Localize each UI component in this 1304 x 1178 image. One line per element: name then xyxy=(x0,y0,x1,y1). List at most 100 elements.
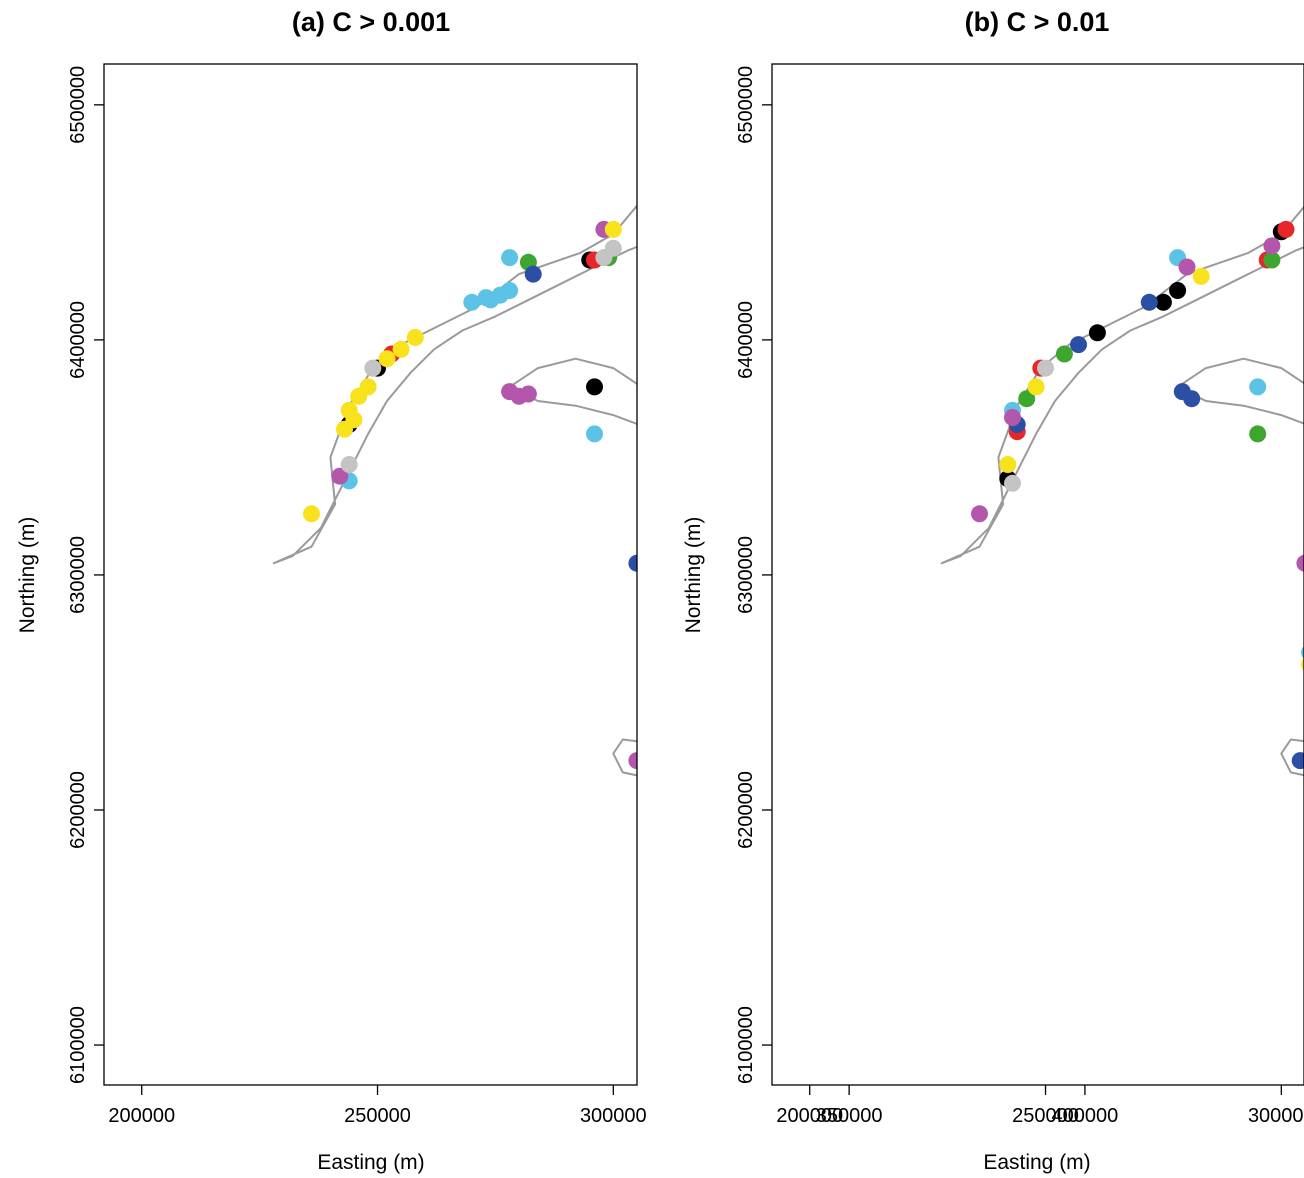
data-point-black xyxy=(1169,282,1187,299)
coastline-segment xyxy=(272,204,637,565)
data-point-yellow xyxy=(1027,378,1045,396)
data-point-yellow xyxy=(1301,657,1304,671)
data-point-black xyxy=(878,759,895,776)
data-point-yellow xyxy=(378,350,396,368)
data-point-magenta xyxy=(727,639,744,656)
panel-b-points xyxy=(971,220,1304,770)
data-point-blue xyxy=(1070,336,1087,354)
data-point-cyan xyxy=(586,425,603,443)
data-point-yellow xyxy=(1192,267,1210,285)
data-point-green xyxy=(803,451,820,468)
coastline-segment xyxy=(896,777,1170,852)
data-point-black xyxy=(864,644,881,661)
x-tick-label: 400000 xyxy=(1052,1105,1119,1127)
data-point-magenta xyxy=(1004,409,1021,426)
data-point-red xyxy=(921,907,938,924)
coastline-segment xyxy=(849,95,1170,234)
coastline-segment xyxy=(821,281,1170,420)
y-tick-label: 6100000 xyxy=(67,1006,89,1084)
data-point-black xyxy=(836,790,853,807)
panel-a-axes: 200000 250000 300000 350000 400000 6100000 620… xyxy=(67,66,1118,1127)
data-point-cyan xyxy=(501,249,519,267)
data-point-yellow xyxy=(359,378,377,396)
data-point-green xyxy=(765,599,782,616)
data-point-blue xyxy=(1140,293,1158,311)
data-point-yellow xyxy=(340,401,358,419)
x-tick-label: 300000 xyxy=(1248,1105,1304,1127)
data-point-black xyxy=(855,820,872,837)
panel-b-coastline xyxy=(940,205,1304,777)
data-point-black xyxy=(841,830,858,847)
data-point-magenta xyxy=(1178,258,1196,276)
data-point-blue xyxy=(963,153,980,170)
data-point-magenta xyxy=(746,649,763,666)
y-tick-label: 6400000 xyxy=(67,301,89,379)
data-point-black xyxy=(822,799,839,816)
data-point-black xyxy=(812,881,829,898)
data-point-red xyxy=(652,407,669,424)
coastline-segment xyxy=(940,205,1304,565)
data-point-gray xyxy=(798,378,815,395)
data-point-magenta xyxy=(784,722,801,739)
data-point-gray xyxy=(709,653,726,670)
data-point-green xyxy=(949,176,966,193)
data-point-black xyxy=(1154,293,1172,311)
data-point-yellow xyxy=(718,576,735,593)
coastline-segment xyxy=(698,657,778,725)
data-point-magenta xyxy=(817,670,834,687)
coastline-segment xyxy=(698,269,830,960)
data-point-magenta xyxy=(775,717,792,734)
data-point-black xyxy=(935,802,952,819)
data-point-cyan xyxy=(718,606,735,623)
x-tick-label: 350000 xyxy=(816,1105,883,1127)
y-tick-label: 6500000 xyxy=(735,66,757,144)
data-point-black xyxy=(907,802,924,819)
data-point-magenta xyxy=(657,609,674,626)
coastline-segment xyxy=(816,434,1014,575)
data-point-red xyxy=(926,193,943,210)
y-tick-label: 6500000 xyxy=(67,66,89,144)
coastline-segment xyxy=(877,866,967,932)
x-tick-label: 200000 xyxy=(108,1105,175,1127)
panel-a-title: (a) C > 0.001 xyxy=(292,7,450,37)
data-point-gray xyxy=(935,193,952,210)
x-tick-label: 200000 xyxy=(776,1105,843,1127)
data-point-gray xyxy=(671,644,688,661)
data-point-gray xyxy=(364,359,382,377)
data-point-magenta xyxy=(831,665,848,682)
data-point-magenta xyxy=(812,644,829,661)
coastline-segment xyxy=(783,857,1000,1069)
data-point-blue xyxy=(742,860,759,877)
data-point-magenta xyxy=(779,729,796,746)
x-tick-label: 250000 xyxy=(344,1105,411,1127)
data-point-green xyxy=(789,447,806,464)
data-point-black xyxy=(1088,324,1106,342)
data-point-red xyxy=(831,451,848,468)
data-point-magenta xyxy=(817,717,834,734)
data-point-blue xyxy=(628,554,637,572)
data-point-gray xyxy=(595,249,613,267)
data-point-black xyxy=(775,364,792,381)
y-tick-label: 6200000 xyxy=(67,771,89,849)
data-point-magenta xyxy=(827,637,844,654)
data-point-magenta xyxy=(1296,554,1304,572)
data-point-blue xyxy=(1183,390,1201,408)
panel-a-frame xyxy=(103,63,638,1086)
data-point-magenta xyxy=(628,752,637,770)
data-point-yellow xyxy=(827,421,844,438)
data-point-red xyxy=(1277,220,1295,238)
panel-a-points xyxy=(303,153,980,924)
data-point-black xyxy=(860,792,877,809)
data-point-cyan xyxy=(482,291,500,309)
data-point-gray xyxy=(340,456,358,473)
data-point-green xyxy=(746,856,763,873)
x-tick-label: 250000 xyxy=(1012,1105,1079,1127)
data-point-magenta xyxy=(841,649,858,666)
data-point-magenta xyxy=(817,661,834,678)
data-point-magenta xyxy=(331,467,349,485)
data-point-black xyxy=(586,378,603,396)
data-point-green xyxy=(1018,390,1036,408)
x-tick-label: 300000 xyxy=(580,1105,647,1127)
panel-a-coastline xyxy=(272,95,1170,1069)
